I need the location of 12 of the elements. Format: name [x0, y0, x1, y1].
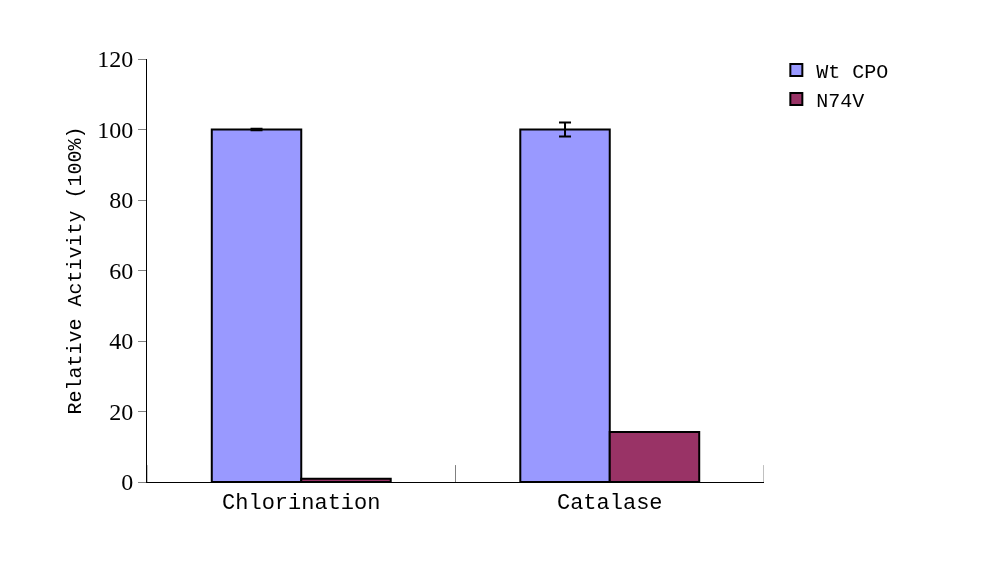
y-tick-label: 0: [121, 469, 134, 496]
y-axis-title: Relative Activity (100%): [63, 126, 87, 415]
y-tick-label: 20: [109, 398, 134, 425]
x-tick-label: Catalase: [556, 491, 663, 517]
y-tick-label: 60: [109, 257, 134, 284]
y-tick-label: 120: [97, 46, 134, 73]
y-tick-label: 80: [109, 187, 134, 214]
legend-label: Wt CPO: [816, 60, 889, 84]
y-tick-label: 100: [97, 116, 134, 143]
legend-label: N74V: [816, 89, 865, 113]
y-tick-label: 40: [109, 328, 134, 355]
x-tick-label: Chlorination: [222, 491, 381, 517]
